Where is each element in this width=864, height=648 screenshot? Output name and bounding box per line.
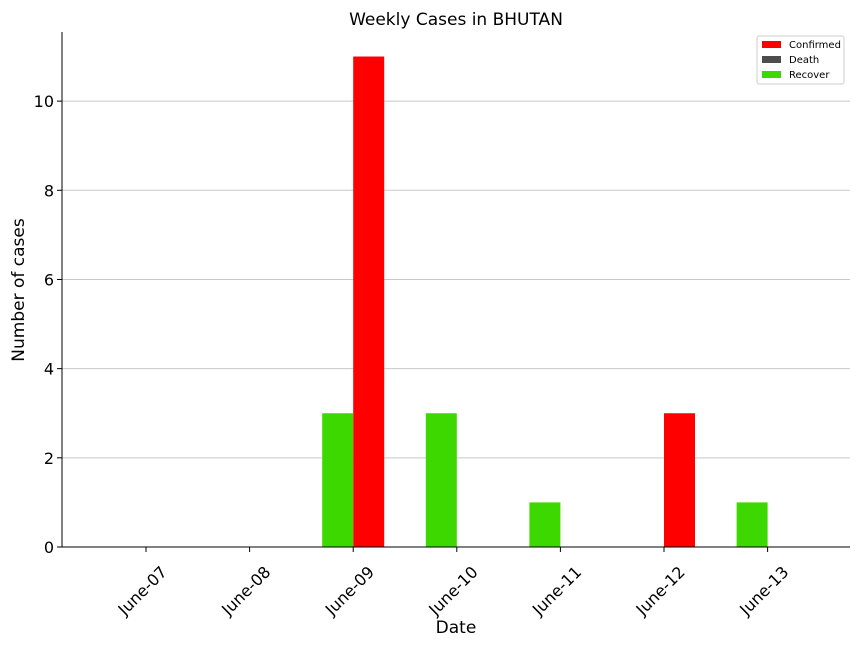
x-tick-label: June-07: [114, 562, 171, 619]
bar-confirmed: [353, 56, 385, 548]
x-tick-label: June-11: [528, 562, 585, 619]
x-tick-label: June-13: [735, 562, 792, 619]
y-axis-label: Number of cases: [9, 218, 29, 362]
x-tick-label: June-08: [217, 562, 274, 619]
legend-label-recover: Recover: [789, 70, 830, 81]
y-tick-label: 6: [44, 270, 54, 289]
legend-swatch-confirmed: [762, 41, 781, 48]
x-axis-label: Date: [436, 618, 477, 638]
grid-lines: [62, 100, 850, 459]
x-ticks: June-07 June-08 June-09 June-10 June-11 June-…: [114, 547, 792, 620]
y-tick-label: 4: [44, 360, 54, 379]
legend: Confirmed Death Recover: [756, 35, 845, 85]
legend-swatch-death: [762, 56, 781, 63]
bar-recover: [322, 413, 354, 547]
legend-label-death: Death: [789, 55, 819, 66]
bars: [322, 56, 768, 548]
y-tick-label: 0: [44, 538, 54, 557]
bar-recover: [425, 413, 457, 547]
y-tick-label: 10: [34, 92, 54, 111]
legend-label-confirmed: Confirmed: [789, 40, 841, 51]
legend-swatch-recover: [762, 71, 781, 78]
x-tick-label: June-10: [424, 562, 481, 619]
bar-confirmed: [664, 413, 695, 547]
y-tick-label: 8: [44, 181, 54, 200]
y-ticks: 0 2 4 6 8 10: [34, 92, 62, 557]
chart-title: Weekly Cases in BHUTAN: [349, 10, 563, 30]
bar-recover: [529, 502, 561, 547]
x-tick-label: June-09: [321, 562, 378, 619]
y-tick-label: 2: [44, 449, 54, 468]
x-tick-label: June-12: [632, 562, 689, 619]
bar-recover: [736, 502, 768, 547]
